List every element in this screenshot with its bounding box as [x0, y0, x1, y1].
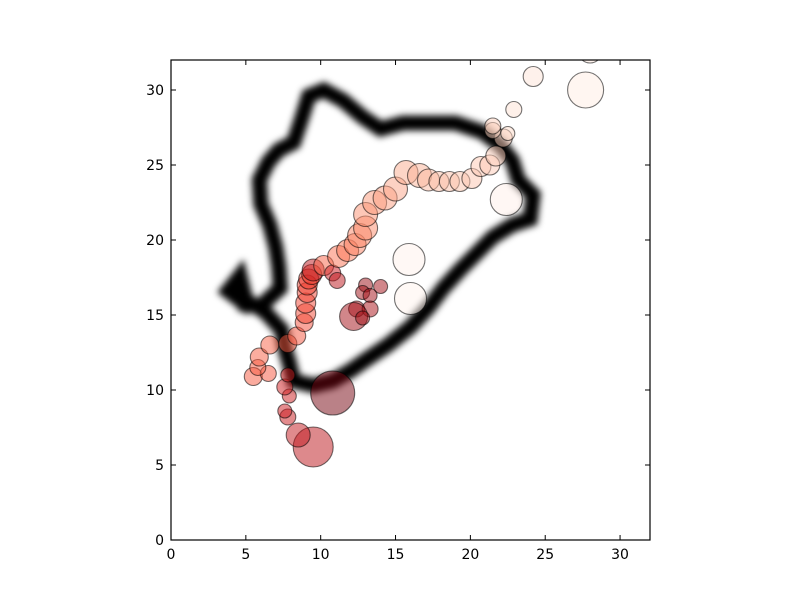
x-tick-label: 20: [461, 547, 479, 563]
scatter-point: [260, 335, 280, 355]
scatter-point: [392, 242, 426, 277]
y-tick-label: 25: [146, 158, 164, 174]
scatter-point: [355, 310, 371, 326]
scatter-point: [485, 145, 507, 167]
scatter-point: [373, 278, 389, 295]
ticks-layer: 0 5 10 15 20 25 30 0 5 10 15 20 25 30: [146, 60, 650, 563]
x-tick-label: 10: [312, 547, 330, 563]
points-layer: [243, 60, 605, 468]
axes-frame: [170, 59, 651, 541]
x-tick-label: 15: [387, 547, 405, 563]
scatter-point: [280, 367, 296, 383]
scatter-point: [500, 125, 516, 142]
scatter-point: [581, 60, 599, 64]
scatter-point: [522, 65, 544, 88]
x-tick-label: 25: [536, 547, 554, 563]
scatter-point: [567, 71, 605, 109]
scatter-point: [249, 347, 269, 367]
x-tick-label: 0: [167, 547, 176, 563]
plot-area: [171, 60, 650, 540]
scatter-point: [362, 287, 378, 304]
y-tick-label: 15: [146, 308, 164, 324]
y-tick-label: 10: [146, 383, 164, 399]
scatter-point: [489, 182, 523, 217]
scatter-point: [328, 271, 346, 290]
scatter-point: [505, 100, 523, 119]
y-tick-label: 30: [146, 83, 164, 99]
scatter-point: [310, 370, 356, 416]
scatter-point: [393, 281, 428, 316]
y-tick-label: 5: [155, 458, 164, 474]
scatter-point: [285, 422, 311, 448]
x-tick-label: 30: [611, 547, 629, 563]
scatter-point: [484, 117, 502, 135]
y-tick-label: 0: [155, 533, 164, 549]
y-tick-label: 20: [146, 233, 164, 249]
scatter-point: [277, 403, 293, 419]
x-tick-label: 5: [241, 547, 250, 563]
